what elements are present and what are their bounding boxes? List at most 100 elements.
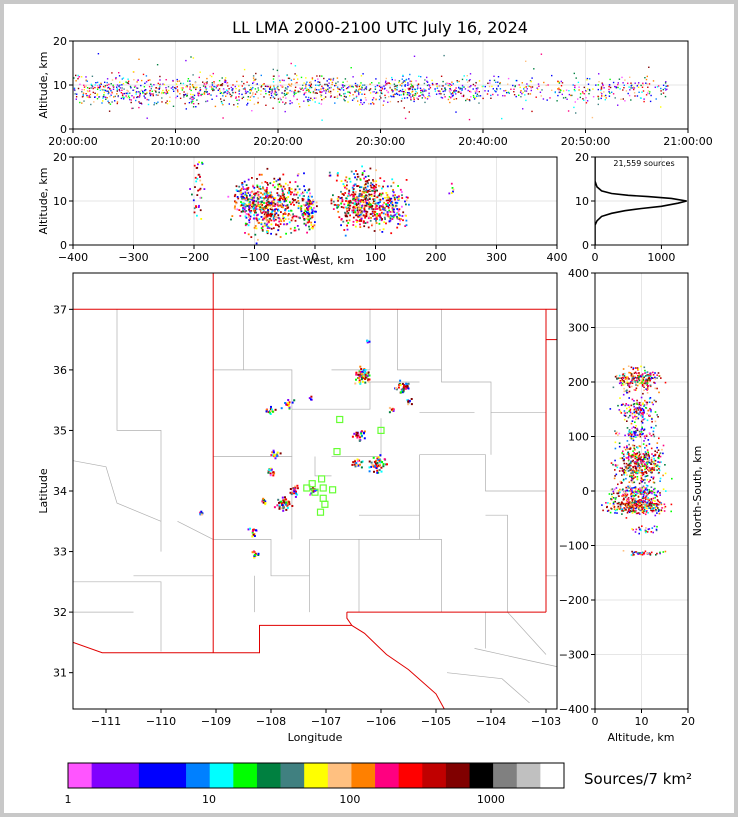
source-point [343,203,346,206]
source-point [398,208,401,211]
source-point [642,392,644,395]
source-point [646,510,648,512]
source-point [307,215,310,218]
source-point [244,222,247,225]
source-point [287,191,290,193]
source-point [301,197,304,200]
source-point [620,508,622,511]
source-point [633,490,635,493]
source-point [235,189,238,192]
source-point [94,96,96,98]
source-point [311,202,314,205]
source-point [641,86,644,88]
source-point [257,194,260,196]
source-point [266,204,269,206]
source-point [183,91,185,93]
source-point [330,92,332,94]
state-boundary [351,624,445,709]
source-point [558,88,560,91]
source-point [614,509,617,512]
source-point [642,512,645,514]
source-point [638,379,641,382]
source-point [631,478,633,481]
source-point [285,200,288,202]
source-point [201,162,204,165]
source-point [646,458,649,460]
source-point [587,88,589,90]
source-point [363,89,365,91]
source-point [212,88,214,90]
source-point [331,83,333,86]
source-point [293,95,295,98]
source-point [507,83,509,85]
source-point [274,208,276,211]
source-point [270,219,273,222]
source-point [366,185,369,188]
source-point [209,86,211,88]
source-point [197,206,200,208]
source-point [182,87,184,89]
source-point [270,94,273,97]
source-point [568,90,570,92]
source-point [605,97,607,99]
source-point [259,188,262,190]
source-point [554,91,556,93]
source-point [209,74,211,77]
source-point [291,90,293,93]
county-line [213,369,332,410]
source-point [278,217,281,220]
source-point [524,90,526,92]
source-point [258,191,261,194]
source-point [629,475,631,478]
source-point [651,418,653,420]
source-point [639,465,642,468]
source-point [406,97,409,99]
source-point [162,83,164,85]
source-point [312,491,315,494]
source-point [609,78,611,81]
source-point [249,218,251,220]
source-point [195,205,197,207]
county-line [446,672,530,704]
source-point [364,216,366,219]
source-point [356,201,358,203]
source-point [391,207,394,210]
source-point [310,203,312,205]
source-point [633,452,635,454]
source-point [96,93,99,95]
source-point [196,99,198,101]
source-point [360,210,363,213]
source-point [632,474,635,476]
source-point [192,86,195,88]
source-point [421,97,423,99]
source-point [398,384,401,386]
source-point [271,200,273,203]
source-point [529,93,532,95]
source-point [280,184,282,187]
source-point [630,460,632,463]
source-point [392,194,395,197]
source-point [643,366,646,369]
source-point [249,194,251,197]
source-point [557,81,559,83]
source-point [360,461,363,464]
source-point [136,81,138,83]
source-point [255,203,258,206]
source-point [542,98,545,100]
source-point [241,93,243,96]
source-point [402,219,404,222]
source-point [631,427,633,430]
source-point [574,90,576,92]
source-point [303,219,306,221]
source-point [261,181,263,184]
source-point [365,88,367,90]
source-point [638,445,641,447]
source-point [656,499,659,501]
source-point [356,178,358,181]
source-point [328,78,330,80]
source-point [627,490,630,492]
source-point [340,190,342,193]
source-point [196,177,199,180]
source-point [618,382,621,385]
source-point [194,186,196,188]
